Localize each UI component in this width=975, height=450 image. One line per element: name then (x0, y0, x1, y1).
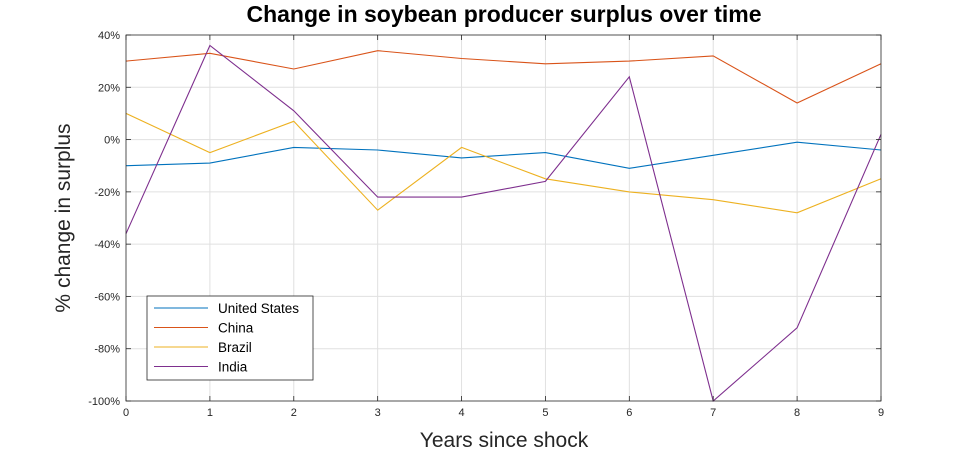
legend-label-india: India (218, 360, 248, 375)
x-tick-label: 4 (458, 407, 464, 419)
y-tick-label: 0% (104, 135, 120, 147)
legend-label-brazil: Brazil (218, 340, 252, 355)
x-tick-label: 3 (375, 407, 381, 419)
legend-label-united-states: United States (218, 301, 299, 316)
y-axis-ticks: 40% 20% 0% -20% -40% -60% -80% -100% (88, 30, 881, 408)
series-line-china (125, 50, 882, 104)
y-tick-label: -20% (94, 187, 120, 199)
series-line-brazil (125, 112, 882, 214)
y-tick-label: -100% (88, 396, 120, 408)
y-axis-label: % change in surplus (52, 123, 75, 312)
x-axis-ticks: 0 1 2 3 4 5 6 7 8 9 (123, 35, 884, 419)
chart-title: Change in soybean producer surplus over … (246, 1, 761, 27)
y-tick-label: 40% (98, 30, 120, 42)
x-tick-label: 0 (123, 407, 129, 419)
y-tick-label: -80% (94, 344, 120, 356)
series-lines (125, 44, 882, 402)
x-tick-label: 5 (542, 407, 548, 419)
x-tick-label: 7 (710, 407, 716, 419)
y-tick-label: -40% (94, 239, 120, 251)
legend: United States China Brazil India (146, 295, 314, 381)
y-tick-label: -60% (94, 291, 120, 303)
axes-frame (125, 34, 882, 402)
x-tick-label: 1 (207, 407, 213, 419)
x-axis-label: Years since shock (420, 429, 589, 450)
x-tick-label: 2 (291, 407, 297, 419)
legend-label-china: China (218, 321, 254, 336)
y-tick-label: 20% (98, 82, 120, 94)
x-tick-label: 8 (794, 407, 800, 419)
series-line-india (125, 44, 882, 402)
x-tick-label: 9 (878, 407, 884, 419)
series-line-united-states (125, 141, 882, 169)
x-tick-label: 6 (626, 407, 632, 419)
